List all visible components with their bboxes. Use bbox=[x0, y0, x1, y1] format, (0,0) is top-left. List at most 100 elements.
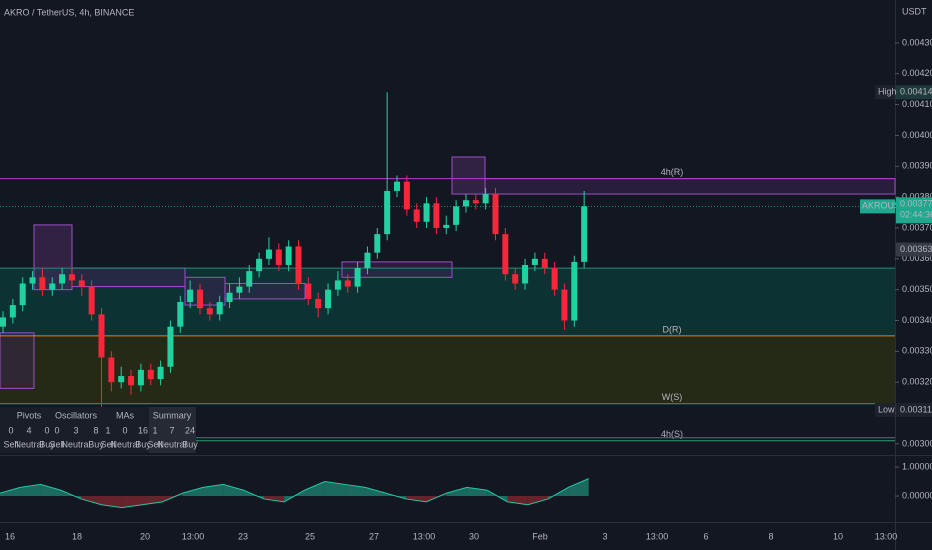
x-tick-label: 8 bbox=[768, 531, 773, 541]
candle-body bbox=[384, 190, 391, 235]
marker-value-box bbox=[896, 242, 932, 257]
marker-label: High bbox=[878, 87, 897, 97]
candle-body bbox=[167, 326, 174, 367]
y-tick-label: 0.00390 bbox=[902, 161, 932, 171]
candle-body bbox=[59, 274, 66, 284]
candle-body bbox=[344, 280, 351, 287]
candle-body bbox=[157, 366, 164, 380]
summary-label: Sell bbox=[100, 439, 115, 449]
y-tick-label: 0.00420 bbox=[902, 68, 932, 78]
candle-body bbox=[423, 203, 430, 222]
osc-tick-label: 1.00000 bbox=[902, 461, 932, 471]
summary-count: 0 bbox=[54, 425, 59, 435]
y-tick-label: 0.00370 bbox=[902, 222, 932, 232]
osc-area bbox=[507, 496, 528, 505]
candle-body bbox=[39, 277, 46, 290]
candle-body bbox=[325, 289, 332, 309]
summary-label: Sell bbox=[147, 439, 162, 449]
candle-body bbox=[315, 298, 322, 309]
osc-area bbox=[0, 487, 21, 497]
summary-count: 24 bbox=[185, 425, 195, 435]
summary-label: Buy bbox=[135, 439, 151, 449]
candle-body bbox=[275, 249, 282, 265]
marker-box bbox=[875, 85, 895, 100]
marker-label: Low bbox=[878, 404, 895, 414]
summary-label: Sell bbox=[3, 439, 18, 449]
osc-area bbox=[101, 496, 122, 508]
supply-zone bbox=[451, 156, 486, 195]
symbol-title: AKRO / TetherUS, 4h, BINANCE bbox=[4, 7, 134, 17]
candle-body bbox=[364, 252, 371, 269]
candle-body bbox=[88, 286, 95, 315]
candle-body bbox=[187, 289, 194, 302]
summary-header: MAs bbox=[116, 410, 135, 420]
candle-body bbox=[285, 246, 292, 265]
candle-body bbox=[531, 258, 538, 265]
y-tick-label: 0.00400 bbox=[902, 130, 932, 140]
candle-body bbox=[374, 234, 381, 253]
candle-body bbox=[236, 286, 243, 293]
candle-body bbox=[265, 249, 272, 259]
candle-body bbox=[502, 234, 509, 275]
candle-body bbox=[305, 283, 312, 299]
summary-count: 0 bbox=[44, 425, 49, 435]
summary-label: Buy bbox=[39, 439, 55, 449]
x-tick-label: 27 bbox=[369, 531, 379, 541]
summary-header: Summary bbox=[153, 410, 192, 420]
osc-area bbox=[568, 478, 589, 497]
summary-label: Neutral bbox=[110, 439, 139, 449]
summary-label: Neutral bbox=[61, 439, 90, 449]
x-tick-label: 18 bbox=[72, 531, 82, 541]
osc-area bbox=[182, 487, 203, 497]
candle-body bbox=[334, 280, 341, 290]
summary-count: 3 bbox=[73, 425, 78, 435]
osc-area bbox=[121, 496, 143, 508]
x-tick-label: 25 bbox=[305, 531, 315, 541]
candle-body bbox=[216, 301, 223, 315]
candle-body bbox=[226, 292, 233, 302]
osc-area bbox=[263, 496, 285, 502]
candle-body bbox=[295, 246, 302, 284]
candle-body bbox=[98, 314, 105, 358]
candle-body bbox=[541, 258, 548, 269]
candle-body bbox=[137, 369, 144, 386]
candle-body bbox=[128, 376, 135, 386]
candle-body bbox=[472, 200, 479, 204]
summary-label: Neutral bbox=[14, 439, 43, 449]
x-tick-label: 23 bbox=[238, 531, 248, 541]
y-tick-label: 0.00430 bbox=[902, 37, 932, 47]
summary-count: 0 bbox=[122, 425, 127, 435]
osc-area bbox=[324, 481, 346, 497]
summary-count: 16 bbox=[138, 425, 148, 435]
candle-body bbox=[403, 181, 410, 210]
summary-count: 4 bbox=[26, 425, 31, 435]
supply-zone bbox=[71, 267, 186, 288]
candle-body bbox=[482, 194, 489, 204]
currency: USDT bbox=[902, 6, 927, 16]
osc-area bbox=[223, 484, 244, 497]
y-tick-label: 0.00380 bbox=[902, 191, 932, 201]
y-tick-label: 0.00330 bbox=[902, 346, 932, 356]
summary-label: Buy bbox=[88, 439, 104, 449]
marker-label: AKROUSDT bbox=[862, 201, 913, 211]
osc-area bbox=[20, 484, 41, 497]
candle-body bbox=[68, 274, 75, 281]
candle-body bbox=[561, 289, 568, 321]
x-tick-label: 10 bbox=[833, 531, 843, 541]
x-tick-label: 13:00 bbox=[413, 531, 436, 541]
candle-body bbox=[108, 357, 115, 383]
x-tick-label: 6 bbox=[703, 531, 708, 541]
candle-body bbox=[49, 283, 56, 290]
candle-body bbox=[571, 261, 578, 321]
candle-body bbox=[581, 206, 588, 262]
x-tick-label: 13:00 bbox=[182, 531, 205, 541]
candle-body bbox=[394, 181, 400, 191]
candle-body bbox=[256, 258, 263, 272]
supply-zone bbox=[224, 282, 306, 300]
level-label: 4h(R) bbox=[661, 167, 684, 177]
summary-label: Sell bbox=[49, 439, 64, 449]
y-tick-label: 0.00320 bbox=[902, 377, 932, 387]
x-tick-label: 13:00 bbox=[875, 531, 898, 541]
marker-value: 0.00363 bbox=[900, 244, 932, 254]
